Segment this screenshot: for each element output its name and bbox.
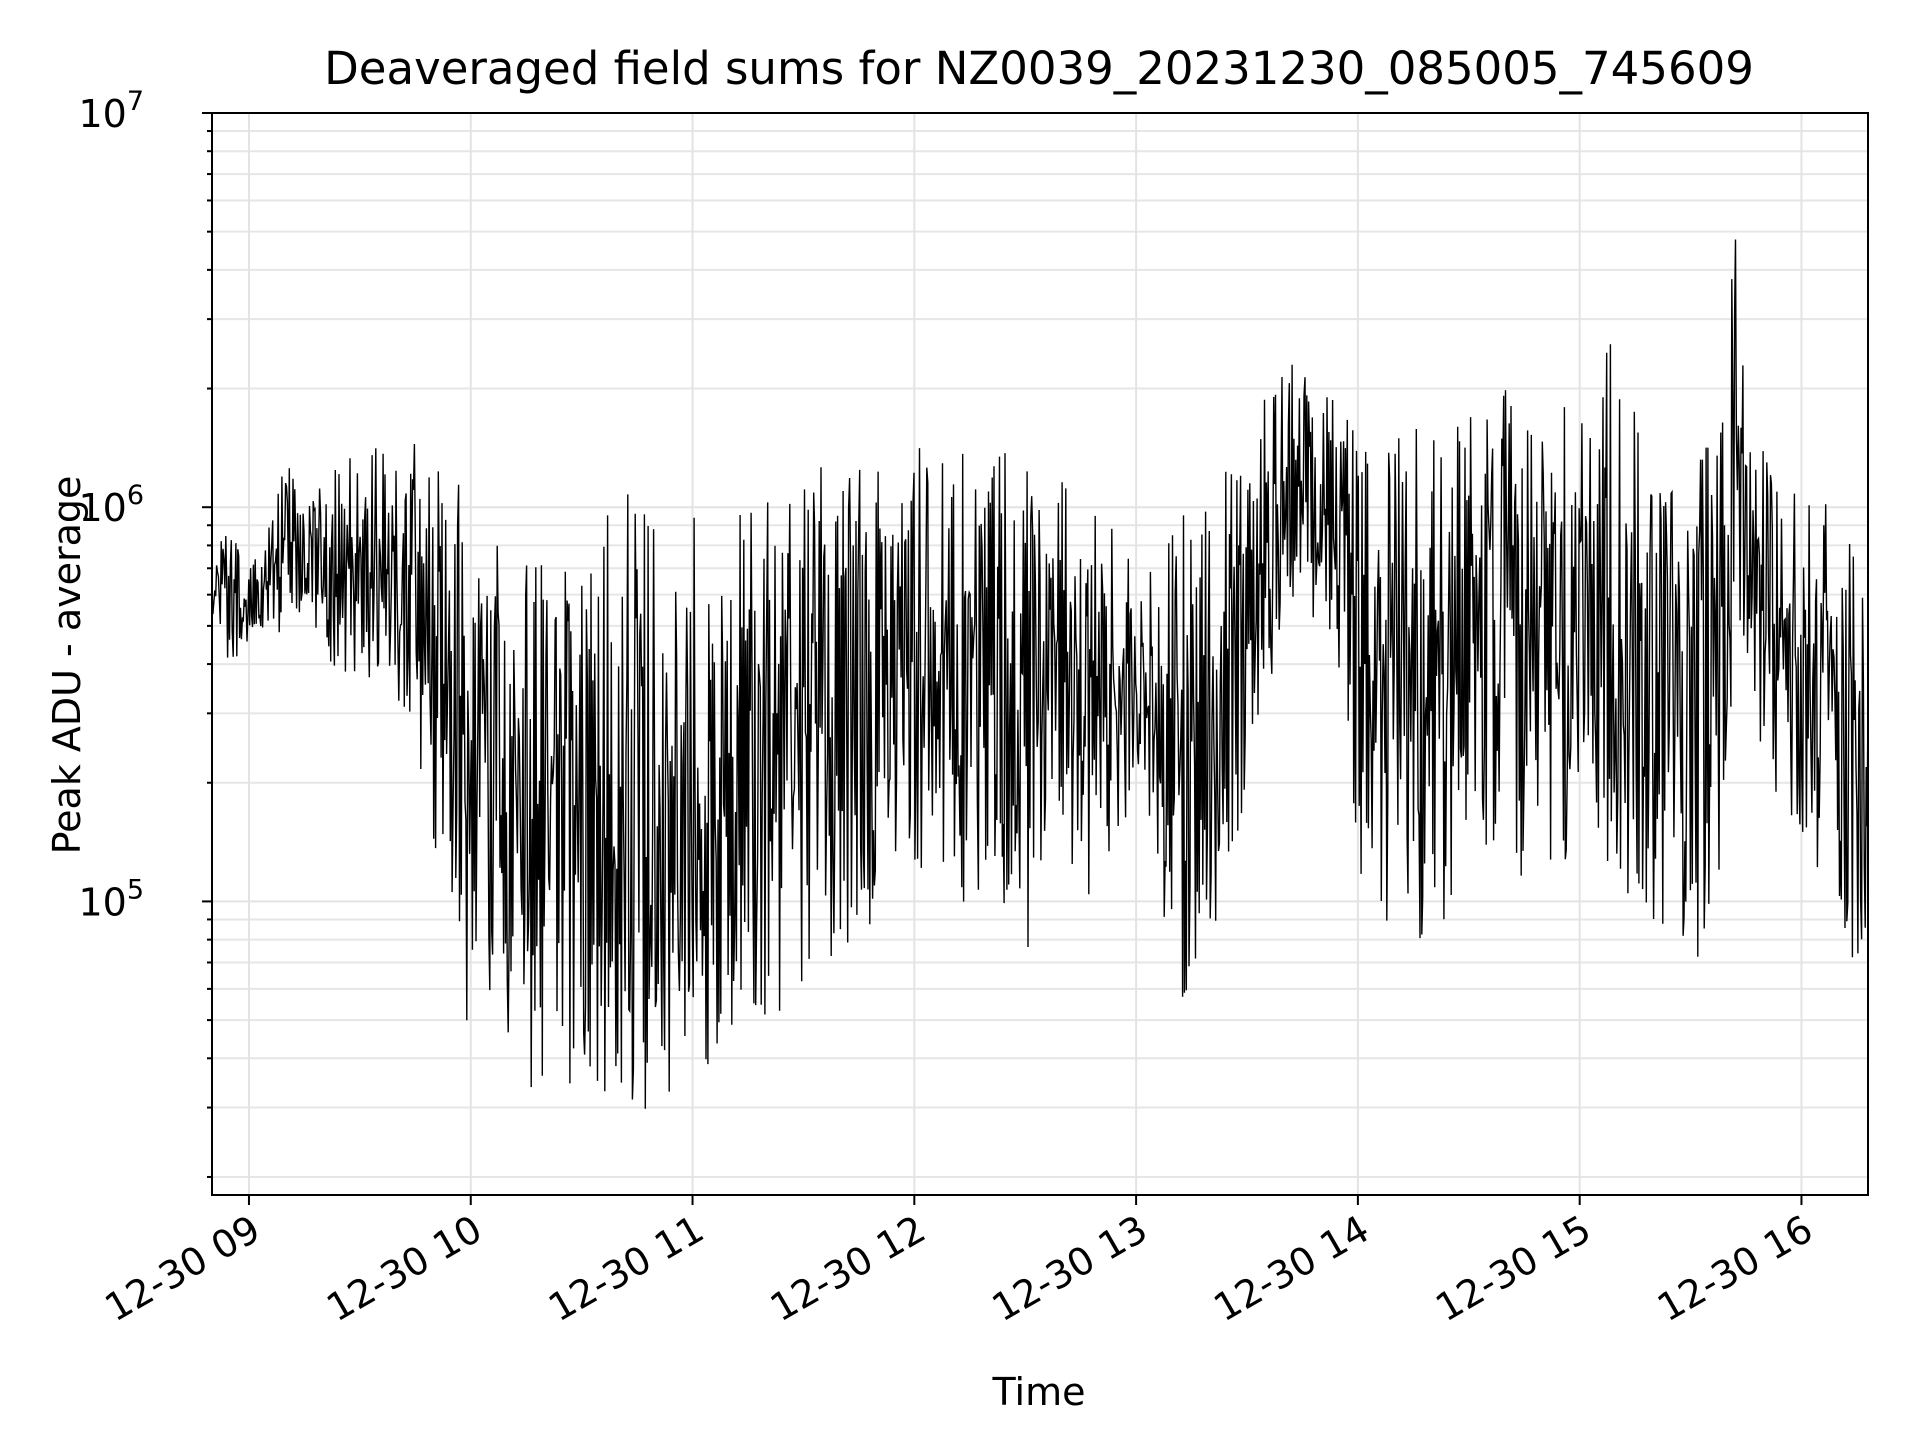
plot-frame (211, 112, 1869, 1196)
x-tick-label: 12-30 15 (1428, 1207, 1598, 1331)
x-tick-label: 12-30 12 (763, 1207, 933, 1331)
y-tick-label: 105 (78, 874, 144, 924)
y-axis-label: Peak ADU - average (45, 476, 89, 855)
y-tick-label: 106 (78, 480, 144, 530)
x-tick-label: 12-30 16 (1650, 1207, 1820, 1331)
x-tick-label: 12-30 13 (985, 1207, 1155, 1331)
series-line (211, 239, 1869, 1109)
chart-title: Deaveraged field sums for NZ0039_2023123… (324, 42, 1754, 95)
series-layer (211, 239, 1869, 1109)
y-tick-label: 107 (78, 86, 144, 136)
x-axis-label: Time (992, 1370, 1086, 1414)
x-tick-label: 12-30 10 (319, 1207, 489, 1331)
x-tick-label: 12-30 09 (97, 1207, 267, 1331)
x-tick-label: 12-30 14 (1206, 1207, 1376, 1331)
x-tick-label: 12-30 11 (541, 1207, 711, 1331)
